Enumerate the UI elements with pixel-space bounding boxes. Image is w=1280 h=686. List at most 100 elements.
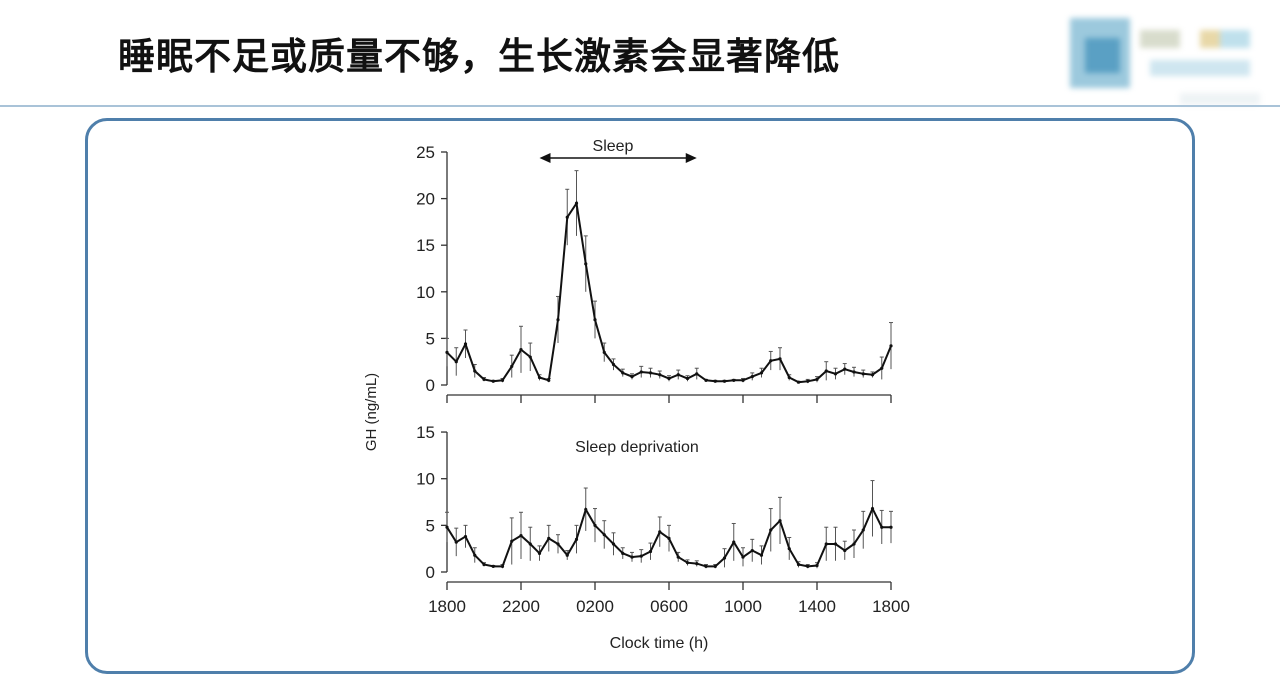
- data-point: [778, 519, 782, 523]
- data-point: [787, 375, 791, 380]
- y-tick-label: 0: [426, 563, 435, 582]
- x-axis-label: Clock time (h): [610, 635, 709, 652]
- data-point: [491, 564, 495, 569]
- data-point: [537, 551, 542, 555]
- data-point: [648, 371, 653, 375]
- data-point: [676, 555, 680, 559]
- x-tick-label: 1000: [724, 597, 762, 616]
- y-axis-label: GH (ng/mL): [363, 373, 380, 451]
- data-point: [639, 370, 643, 374]
- y-tick-label: 5: [426, 329, 435, 348]
- y-tick-label: 0: [426, 376, 435, 395]
- data-point: [796, 380, 801, 384]
- data-point: [806, 379, 810, 383]
- data-point: [602, 533, 606, 537]
- data-point: [732, 378, 736, 382]
- data-point: [750, 548, 754, 553]
- arrow-left-icon: [539, 153, 551, 163]
- data-point: [880, 525, 884, 529]
- data-point: [880, 366, 884, 370]
- y-tick-label: 10: [416, 470, 435, 489]
- data-point: [482, 377, 486, 382]
- data-point: [769, 359, 773, 363]
- slide-title: 睡眠不足或质量不够，生长激素会显著降低: [118, 35, 840, 78]
- x-tick-label: 1400: [798, 597, 836, 616]
- data-point: [889, 525, 893, 529]
- data-point: [759, 553, 764, 557]
- data-point: [584, 507, 588, 512]
- y-tick-label: 10: [416, 283, 435, 302]
- blurred-logo: [1060, 18, 1260, 108]
- data-point: [519, 347, 523, 352]
- data-point: [537, 375, 542, 380]
- data-point: [528, 542, 532, 546]
- data-point: [769, 528, 773, 532]
- data-point: [722, 556, 727, 560]
- data-point: [510, 539, 514, 543]
- x-tick-label: 0600: [650, 597, 688, 616]
- data-point: [695, 372, 699, 376]
- data-point: [778, 357, 782, 361]
- data-point: [565, 215, 569, 219]
- data-point: [648, 549, 653, 554]
- x-tick-label: 1800: [872, 597, 910, 616]
- data-point: [500, 378, 505, 382]
- data-point: [547, 378, 551, 382]
- data-point: [500, 564, 505, 569]
- data-point: [574, 201, 579, 205]
- content-frame: [85, 118, 1195, 674]
- x-tick-label: 1800: [428, 597, 466, 616]
- data-point: [815, 377, 819, 382]
- data-point: [473, 369, 477, 373]
- data-point: [630, 375, 634, 379]
- data-point: [519, 534, 523, 538]
- data-point: [565, 553, 569, 557]
- data-point: [667, 376, 671, 381]
- x-tick-label: 0200: [576, 597, 614, 616]
- data-point: [852, 542, 856, 546]
- data-point: [658, 530, 662, 534]
- data-point: [445, 525, 449, 529]
- data-point: [815, 563, 819, 568]
- header-divider: [0, 105, 1280, 107]
- data-point: [556, 318, 560, 322]
- data-point: [870, 506, 875, 511]
- data-point: [685, 376, 690, 381]
- data-point: [547, 536, 551, 541]
- data-point: [611, 362, 616, 367]
- data-point: [593, 523, 597, 527]
- data-point: [824, 369, 828, 373]
- data-point: [787, 547, 791, 551]
- data-point: [491, 379, 495, 383]
- data-point: [463, 342, 468, 346]
- data-point: [852, 370, 856, 374]
- y-tick-label: 20: [416, 190, 435, 209]
- data-point: [574, 537, 579, 541]
- x-tick-label: 2200: [502, 597, 540, 616]
- data-point: [713, 379, 717, 383]
- data-point: [833, 542, 838, 546]
- data-point: [667, 536, 671, 541]
- data-point: [843, 548, 847, 553]
- data-point: [556, 542, 560, 546]
- data-point: [621, 371, 625, 375]
- data-point: [759, 371, 764, 375]
- data-point: [482, 562, 486, 567]
- data-point: [454, 360, 458, 364]
- data-point: [593, 318, 597, 322]
- data-point: [454, 540, 458, 544]
- data-point: [870, 373, 875, 377]
- data-point: [584, 262, 588, 266]
- y-tick-label: 15: [416, 423, 435, 442]
- data-point: [861, 372, 865, 376]
- data-point: [510, 364, 514, 368]
- data-point: [658, 373, 662, 377]
- data-point: [602, 350, 606, 354]
- data-point: [861, 528, 865, 532]
- y-tick-label: 5: [426, 516, 435, 535]
- data-point: [889, 344, 893, 348]
- data-point: [695, 562, 699, 566]
- arrow-right-icon: [685, 153, 697, 163]
- y-tick-label: 15: [416, 236, 435, 255]
